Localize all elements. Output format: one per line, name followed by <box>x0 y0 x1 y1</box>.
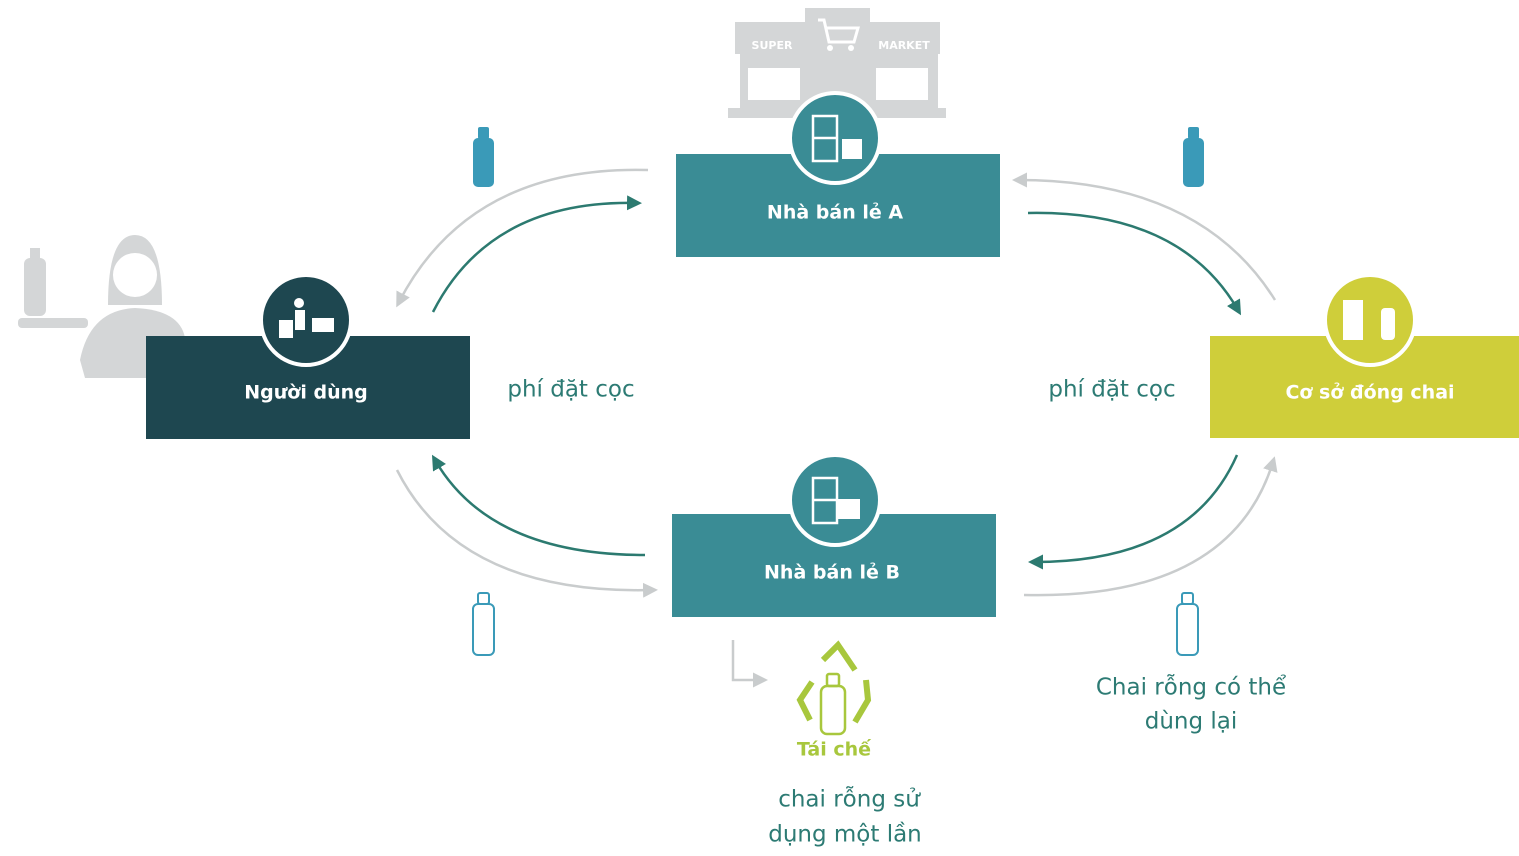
node-icon <box>261 275 351 365</box>
deposit-label: phí đặt cọc <box>1048 377 1175 403</box>
single-use-caption: dụng một lần <box>768 822 922 848</box>
node-label: Nhà bán lẻ A <box>767 202 903 224</box>
store-sign: SUPER <box>752 39 793 52</box>
recycle-bottle <box>821 674 845 734</box>
arrow <box>433 203 636 312</box>
arrow <box>435 460 645 555</box>
arrow <box>733 640 762 680</box>
node-label: Người dùng <box>244 382 367 404</box>
reusable-caption: dùng lại <box>1145 709 1238 735</box>
reusable-caption: Chai rỗng có thể <box>1096 673 1286 701</box>
arrow <box>1018 180 1275 300</box>
recycle-label: Tái chế <box>797 738 872 761</box>
arrow <box>1034 455 1237 562</box>
diagram: SUPER MARKET Nhà bán lẻ A Người dùng Cơ … <box>0 0 1519 852</box>
recycle-icon <box>800 645 868 722</box>
node-icon <box>1325 275 1415 365</box>
arrow <box>1024 462 1273 595</box>
deposit-label: phí đặt cọc <box>507 377 634 403</box>
single-use-caption: chai rỗng sử <box>778 785 921 813</box>
node-label: Nhà bán lẻ B <box>764 562 900 584</box>
page: SUPER MARKET Nhà bán lẻ A Người dùng Cơ … <box>0 0 1519 852</box>
node-label: Cơ sở đóng chai <box>1285 382 1454 404</box>
arrow <box>399 170 648 302</box>
store-sign: MARKET <box>878 39 930 52</box>
arrow <box>397 470 652 590</box>
